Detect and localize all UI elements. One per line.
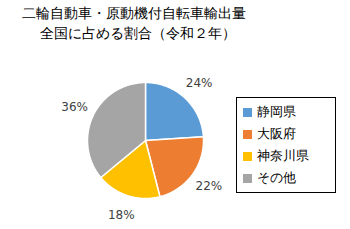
html-text:その他: その他	[257, 170, 296, 185]
html-text:全国に占める割合（令和２年）: 全国に占める割合（令和２年）	[40, 25, 236, 41]
svg-text:24%: 24%	[186, 76, 213, 90]
html-text:大阪府: 大阪府	[257, 126, 296, 141]
html-text:静岡県: 静岡県	[257, 104, 296, 119]
svg-text:36%: 36%	[61, 100, 88, 114]
svg-text:22%: 22%	[196, 179, 223, 193]
html-text:二輪自動車・原動機付自転車輸出量: 二輪自動車・原動機付自転車輸出量	[22, 5, 246, 21]
svg-text:18%: 18%	[108, 208, 135, 222]
html-text:神奈川県: 神奈川県	[257, 148, 309, 163]
